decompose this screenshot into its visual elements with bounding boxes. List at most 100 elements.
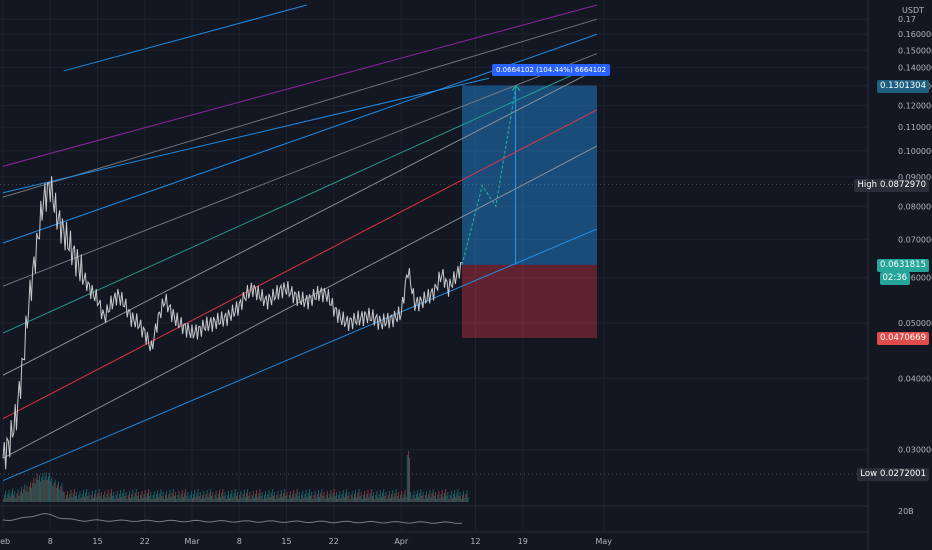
volume-bar bbox=[111, 489, 112, 502]
volume-bar bbox=[278, 498, 280, 502]
volume-bar bbox=[44, 476, 46, 502]
volume-bar bbox=[60, 486, 62, 502]
volume-bar bbox=[410, 492, 412, 502]
volume-bar bbox=[296, 489, 298, 502]
volume-bar bbox=[115, 495, 117, 502]
volume-bar bbox=[445, 489, 447, 502]
volume-bar bbox=[265, 491, 267, 502]
volume-bar bbox=[224, 492, 226, 502]
volume-bar bbox=[32, 482, 34, 502]
volume-bar bbox=[144, 490, 146, 502]
projection-path bbox=[461, 84, 521, 265]
volume-bar bbox=[7, 493, 9, 502]
volume-bar bbox=[338, 495, 340, 502]
x-tick-label: 15 bbox=[281, 537, 291, 546]
volume-bar bbox=[359, 496, 361, 502]
volume-bar bbox=[406, 455, 408, 502]
volume-bar bbox=[277, 491, 279, 502]
volume-bar bbox=[208, 493, 210, 502]
grid bbox=[0, 0, 869, 550]
volume-bar bbox=[260, 496, 262, 502]
volume-bar bbox=[130, 498, 132, 502]
volume-bar bbox=[401, 491, 403, 502]
channel-line bbox=[2, 109, 598, 420]
volume-bar bbox=[409, 458, 411, 502]
volume-bar bbox=[369, 493, 371, 502]
volume-bar bbox=[249, 492, 251, 502]
volume-bar bbox=[34, 483, 36, 502]
y-tick-label: 0.0800000 bbox=[898, 202, 932, 211]
volume-bar bbox=[315, 498, 317, 502]
volume-bar bbox=[81, 494, 83, 502]
volume-bar bbox=[373, 492, 375, 502]
x-tick-label: 22 bbox=[329, 537, 339, 546]
volume-bar bbox=[319, 497, 321, 502]
volume-bar bbox=[184, 493, 186, 502]
volume-bar bbox=[114, 499, 116, 502]
volume-bar bbox=[95, 490, 97, 502]
volume-bar bbox=[459, 492, 461, 502]
volume-bar bbox=[415, 494, 417, 502]
volume-bar bbox=[294, 497, 296, 502]
volume-bar bbox=[384, 496, 386, 502]
channel-lines bbox=[0, 4, 868, 481]
volume-bar bbox=[6, 497, 8, 502]
volume-bar bbox=[408, 451, 409, 502]
volume-bar bbox=[85, 493, 87, 502]
volume-bar bbox=[15, 498, 17, 502]
volume-bar bbox=[429, 490, 431, 502]
volume-bar bbox=[449, 495, 451, 502]
volume-bar bbox=[241, 498, 243, 502]
volume-bar bbox=[46, 479, 48, 502]
volume-bar bbox=[198, 496, 200, 502]
volume-bar bbox=[457, 489, 459, 502]
volume-bar bbox=[170, 497, 172, 502]
volume-bar bbox=[352, 498, 354, 502]
volume-bar bbox=[345, 493, 346, 502]
y-tick-label: 0.17 bbox=[898, 15, 916, 24]
volume-bar bbox=[375, 495, 377, 502]
volume-bar bbox=[127, 495, 129, 502]
axis-unit-label: USDT bbox=[902, 6, 924, 15]
volume-bar bbox=[116, 491, 118, 502]
volume-bar bbox=[412, 495, 414, 502]
volume-bar bbox=[304, 494, 306, 502]
volume-bar bbox=[28, 486, 30, 502]
volume-bar bbox=[432, 489, 434, 502]
volume-bar bbox=[39, 475, 40, 502]
volume-bar bbox=[234, 489, 236, 502]
volume-bar bbox=[442, 497, 444, 502]
volume-bar bbox=[356, 497, 358, 502]
volume-bar bbox=[400, 495, 402, 502]
volume-bar bbox=[240, 491, 242, 502]
volume-bar bbox=[55, 487, 57, 502]
volume-bar bbox=[418, 497, 420, 502]
volume-bar bbox=[45, 472, 47, 502]
volume-bar bbox=[13, 495, 15, 502]
volume-bar bbox=[388, 491, 390, 502]
volume-bar bbox=[35, 478, 37, 502]
volume-bar bbox=[134, 493, 136, 502]
price-line bbox=[2, 176, 462, 470]
volume-bar bbox=[223, 496, 225, 502]
y-tick-label: 0.1500000 bbox=[898, 46, 932, 55]
x-axis: Feb 8 15 22 Mar 8 15 22 Apr 12 19 May bbox=[0, 537, 612, 546]
volume-bar bbox=[321, 489, 323, 502]
volume-bar bbox=[78, 495, 80, 502]
price-tag: High 0.0872970 bbox=[854, 178, 929, 192]
volume-bar bbox=[256, 490, 258, 502]
volume-bar bbox=[374, 499, 376, 502]
volume-bar bbox=[237, 492, 238, 502]
volume-bar bbox=[456, 493, 458, 502]
volume-bar bbox=[99, 496, 101, 502]
volume-bar bbox=[62, 491, 64, 502]
volume-bar bbox=[187, 492, 189, 502]
y-tick-label: 0.1400000 bbox=[898, 63, 932, 72]
volume-bar bbox=[310, 496, 312, 502]
volume-bar bbox=[270, 493, 272, 502]
volume-bar bbox=[53, 482, 55, 502]
volume-bar bbox=[252, 491, 254, 502]
volume-bar bbox=[346, 489, 348, 502]
volume-bar bbox=[255, 494, 256, 502]
